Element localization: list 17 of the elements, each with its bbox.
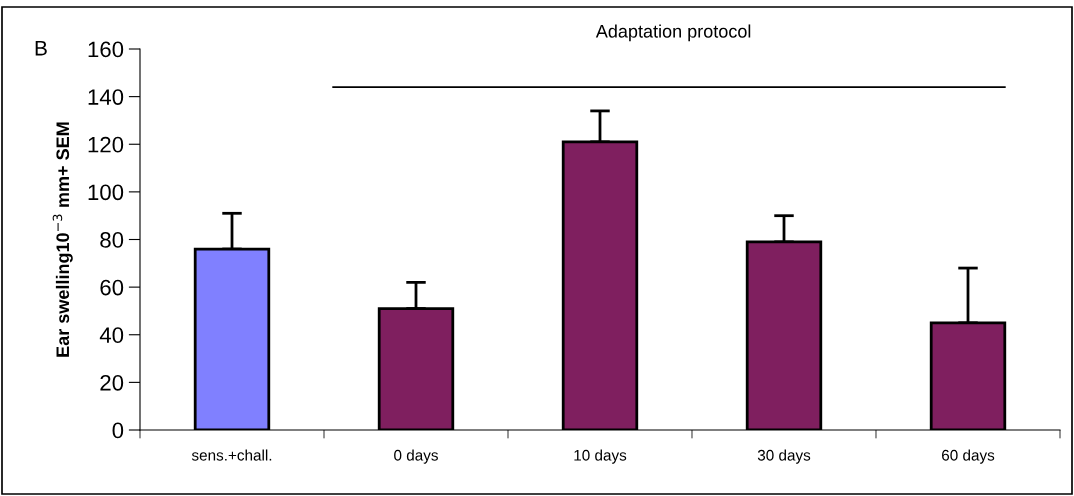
x-tick-label: sens.+chall. — [191, 449, 272, 461]
y-tick-label: 60 — [100, 279, 124, 296]
y-tick-label: 120 — [88, 136, 124, 153]
y-tick-label: 100 — [88, 184, 124, 201]
y-tick-label: 80 — [100, 232, 124, 248]
y-tick-label: 0 — [112, 422, 124, 439]
y-tick-label: 40 — [99, 327, 124, 344]
y-tick-label: 160 — [88, 41, 124, 58]
text: B — [35, 41, 47, 56]
x-tick-label: 30 days — [757, 449, 811, 464]
x-tick-label: 10 days — [574, 449, 627, 464]
x-tick-label: 60 days — [942, 449, 995, 464]
ref-line-label: Adaptation protocol — [595, 24, 751, 42]
y-axis-title: Ear swelling10$^{−3}$ mm+ SEM — [52, 122, 73, 357]
y-tick-label: 140 — [88, 89, 124, 105]
y-tick-label: 20 — [100, 374, 124, 391]
x-tick-label: 0 days — [394, 449, 438, 464]
